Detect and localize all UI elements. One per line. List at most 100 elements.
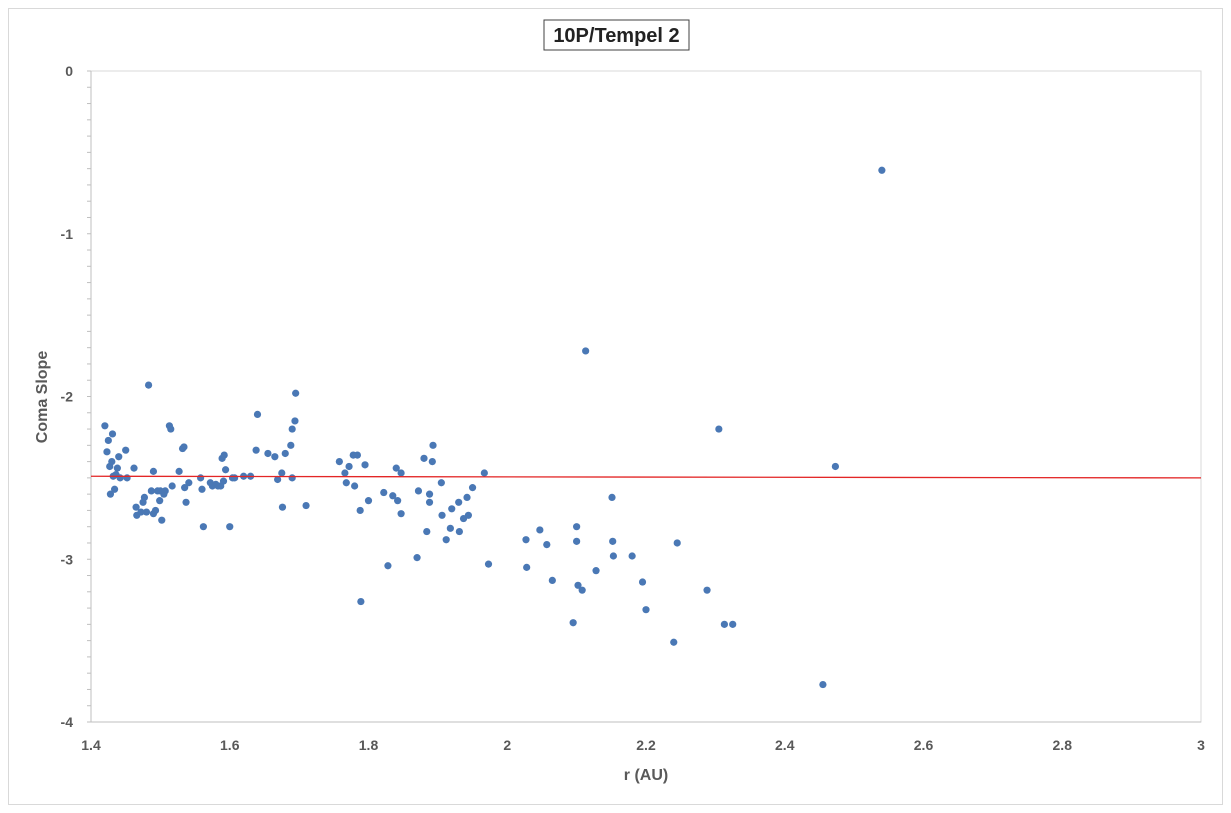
data-point (302, 501, 310, 510)
y-tick-labels: 0 -1 -2 -3 -4 (61, 63, 74, 730)
data-point (878, 166, 886, 174)
data-point (425, 498, 434, 506)
data-point (197, 474, 205, 482)
x-tick-labels: 1.4 1.6 1.8 2 2.2 2.4 2.6 2.8 3 (81, 737, 1205, 753)
data-point (715, 425, 723, 433)
data-point (123, 474, 131, 482)
data-point (113, 464, 121, 472)
trend-line (90, 475, 1202, 479)
data-point (168, 482, 176, 490)
data-point (335, 458, 343, 466)
data-point (574, 581, 582, 589)
y-tick-label: -4 (61, 714, 74, 730)
chart-frame: 10P/Tempel 2 1.4 1.6 1.8 2 2.2 2.4 2.6 2.8 3 0 -1… (8, 8, 1223, 805)
data-point (147, 487, 155, 495)
data-point (468, 484, 477, 492)
data-point (438, 511, 446, 519)
data-point (351, 482, 359, 490)
data-point (638, 578, 647, 586)
data-point (103, 448, 111, 456)
data-point (609, 537, 617, 545)
data-point (185, 479, 193, 487)
data-point (219, 477, 228, 485)
data-point (180, 443, 188, 451)
data-point (397, 469, 405, 477)
data-point (448, 505, 456, 513)
chart-title: 10P/Tempel 2 (553, 25, 679, 47)
data-point (226, 523, 234, 531)
data-point (108, 430, 117, 438)
data-point (357, 597, 365, 606)
data-point (523, 563, 531, 571)
data-point (442, 536, 450, 544)
data-point (116, 474, 124, 482)
y-tick-label: 0 (65, 63, 73, 79)
data-point (670, 638, 678, 646)
data-point (423, 527, 431, 536)
y-tick-label: -1 (61, 226, 74, 242)
data-point (287, 441, 295, 449)
x-tick-label: 1.8 (359, 737, 379, 753)
y-tick-label: -2 (61, 389, 74, 405)
data-point (364, 497, 373, 505)
data-point (115, 453, 123, 461)
data-point (673, 539, 681, 547)
data-point (569, 619, 577, 627)
data-point (720, 620, 728, 628)
data-point (446, 524, 454, 532)
data-point (578, 586, 586, 594)
x-tick-label: 3 (1197, 737, 1205, 753)
data-point (130, 464, 138, 472)
data-point (437, 479, 445, 487)
data-point (463, 493, 471, 502)
data-point (484, 560, 493, 568)
data-point (253, 410, 262, 419)
data-point (819, 680, 827, 689)
y-axis-title: Coma Slope (34, 351, 51, 444)
x-tick-label: 2 (503, 737, 511, 753)
data-point (108, 458, 116, 466)
x-tick-label: 2.6 (914, 737, 934, 753)
data-point (389, 492, 397, 500)
data-point (288, 425, 296, 433)
data-point (543, 541, 551, 549)
data-point (703, 586, 711, 594)
data-point (144, 381, 153, 389)
data-point (413, 554, 421, 562)
data-point (181, 484, 189, 492)
x-tick-label: 2.2 (636, 737, 656, 753)
data-point (455, 527, 463, 536)
data-point (122, 446, 130, 454)
data-point (175, 467, 183, 475)
data-point (221, 466, 230, 474)
data-point (199, 523, 207, 531)
data-point (609, 552, 617, 560)
data-point (480, 469, 488, 477)
data-point (464, 511, 472, 519)
data-point (161, 487, 169, 495)
data-point (392, 464, 400, 472)
data-point (151, 506, 160, 515)
data-point (198, 485, 206, 493)
plot-area (90, 70, 1202, 723)
data-point (288, 474, 296, 482)
data-point (425, 490, 434, 498)
data-point (361, 461, 369, 469)
chart-title-group: 10P/Tempel 2 (543, 19, 690, 51)
data-point (110, 485, 119, 493)
chart-title-box (543, 19, 690, 51)
y-tick-label: -3 (61, 551, 74, 567)
data-point (264, 449, 272, 458)
data-point (158, 516, 166, 524)
x-tick-label: 1.4 (81, 737, 101, 753)
data-point (101, 422, 109, 430)
data-point (397, 510, 405, 518)
data-point (104, 436, 112, 445)
data-point (220, 451, 228, 459)
data-point (356, 506, 364, 515)
data-point (353, 451, 361, 459)
data-point (142, 508, 151, 516)
data-point (106, 490, 115, 498)
data-point (231, 474, 239, 482)
scatter-chart: 10P/Tempel 2 1.4 1.6 1.8 2 2.2 2.4 2.6 2.8 3 0 -1… (34, 19, 1205, 784)
